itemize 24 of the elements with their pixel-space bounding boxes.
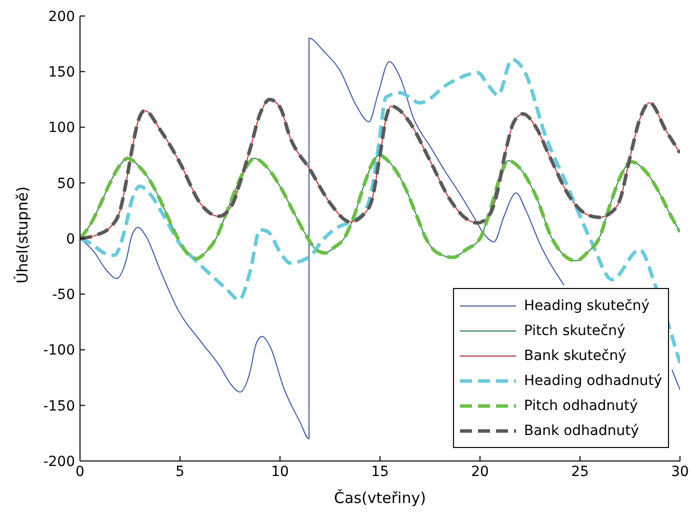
y-tick-label: -200 [43, 454, 75, 470]
y-tick-label: 200 [48, 8, 75, 25]
x-tick-label: 15 [371, 464, 389, 480]
x-axis-title: Čas(vteřiny) [334, 489, 426, 507]
legend-label: Heading odhadnutý [524, 372, 662, 388]
y-tick-label: 150 [48, 64, 75, 81]
x-tick-label: 30 [671, 464, 689, 480]
legend-label: Pitch skutečný [524, 322, 626, 338]
line-series [80, 58, 680, 365]
legend-label: Heading skutečný [524, 298, 650, 314]
x-tick-label: 10 [271, 464, 289, 480]
y-tick-label: -150 [43, 398, 75, 414]
x-tick-label: 5 [176, 464, 184, 480]
legend-label: Pitch odhadnutý [524, 398, 638, 414]
y-tick-label: -100 [43, 342, 75, 359]
legend-label: Bank skutečný [524, 348, 626, 364]
y-tick-label: 50 [57, 176, 75, 192]
y-axis-title: Úhel(stupně) [13, 186, 32, 284]
y-tick-label: 100 [48, 120, 75, 136]
x-tick-label: 25 [571, 464, 589, 480]
legend-label: Bank odhadnutý [524, 422, 639, 438]
y-tick-label: 0 [66, 231, 75, 248]
x-tick-label: 20 [471, 464, 489, 480]
y-tick-label: -50 [52, 287, 75, 304]
